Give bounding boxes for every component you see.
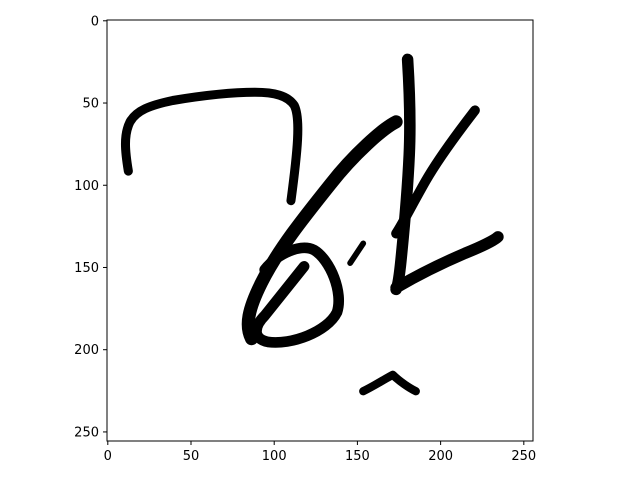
ink-stroke-dash: [347, 240, 367, 266]
x-tick-label: 250: [511, 449, 536, 464]
ink-stroke-tail: [390, 231, 504, 294]
x-tick-label: 50: [183, 449, 200, 464]
ink-stroke-right-diagonal: [391, 105, 480, 239]
x-tick-label: 150: [345, 449, 370, 464]
ink-stroke-loop: [251, 242, 344, 348]
y-tick-label: 0: [91, 14, 99, 29]
ink-stroke-vertical: [390, 53, 416, 296]
ink-glyph-image: [120, 53, 504, 396]
axes-background: [107, 20, 533, 441]
ink-stroke-bottom-mark: [359, 370, 420, 396]
y-tick-label: 200: [74, 343, 99, 358]
y-tick-label: 250: [74, 425, 99, 440]
ink-stroke-diagonal: [241, 115, 403, 346]
y-tick-label: 50: [82, 97, 99, 112]
plot-axes: 0 50 100 150 200 250 0 50 100 150 200 250: [74, 14, 536, 464]
x-axis-ticks: 0 50 100 150 200 250: [104, 441, 536, 464]
y-tick-label: 150: [74, 261, 99, 276]
axes-frame: [106, 19, 534, 442]
x-tick-label: 200: [428, 449, 453, 464]
y-axis-ticks: 0 50 100 150 200 250: [74, 14, 107, 440]
ink-stroke-top-arc: [120, 87, 303, 206]
y-tick-label: 100: [74, 179, 99, 194]
x-tick-label: 0: [104, 449, 112, 464]
x-tick-label: 100: [262, 449, 287, 464]
